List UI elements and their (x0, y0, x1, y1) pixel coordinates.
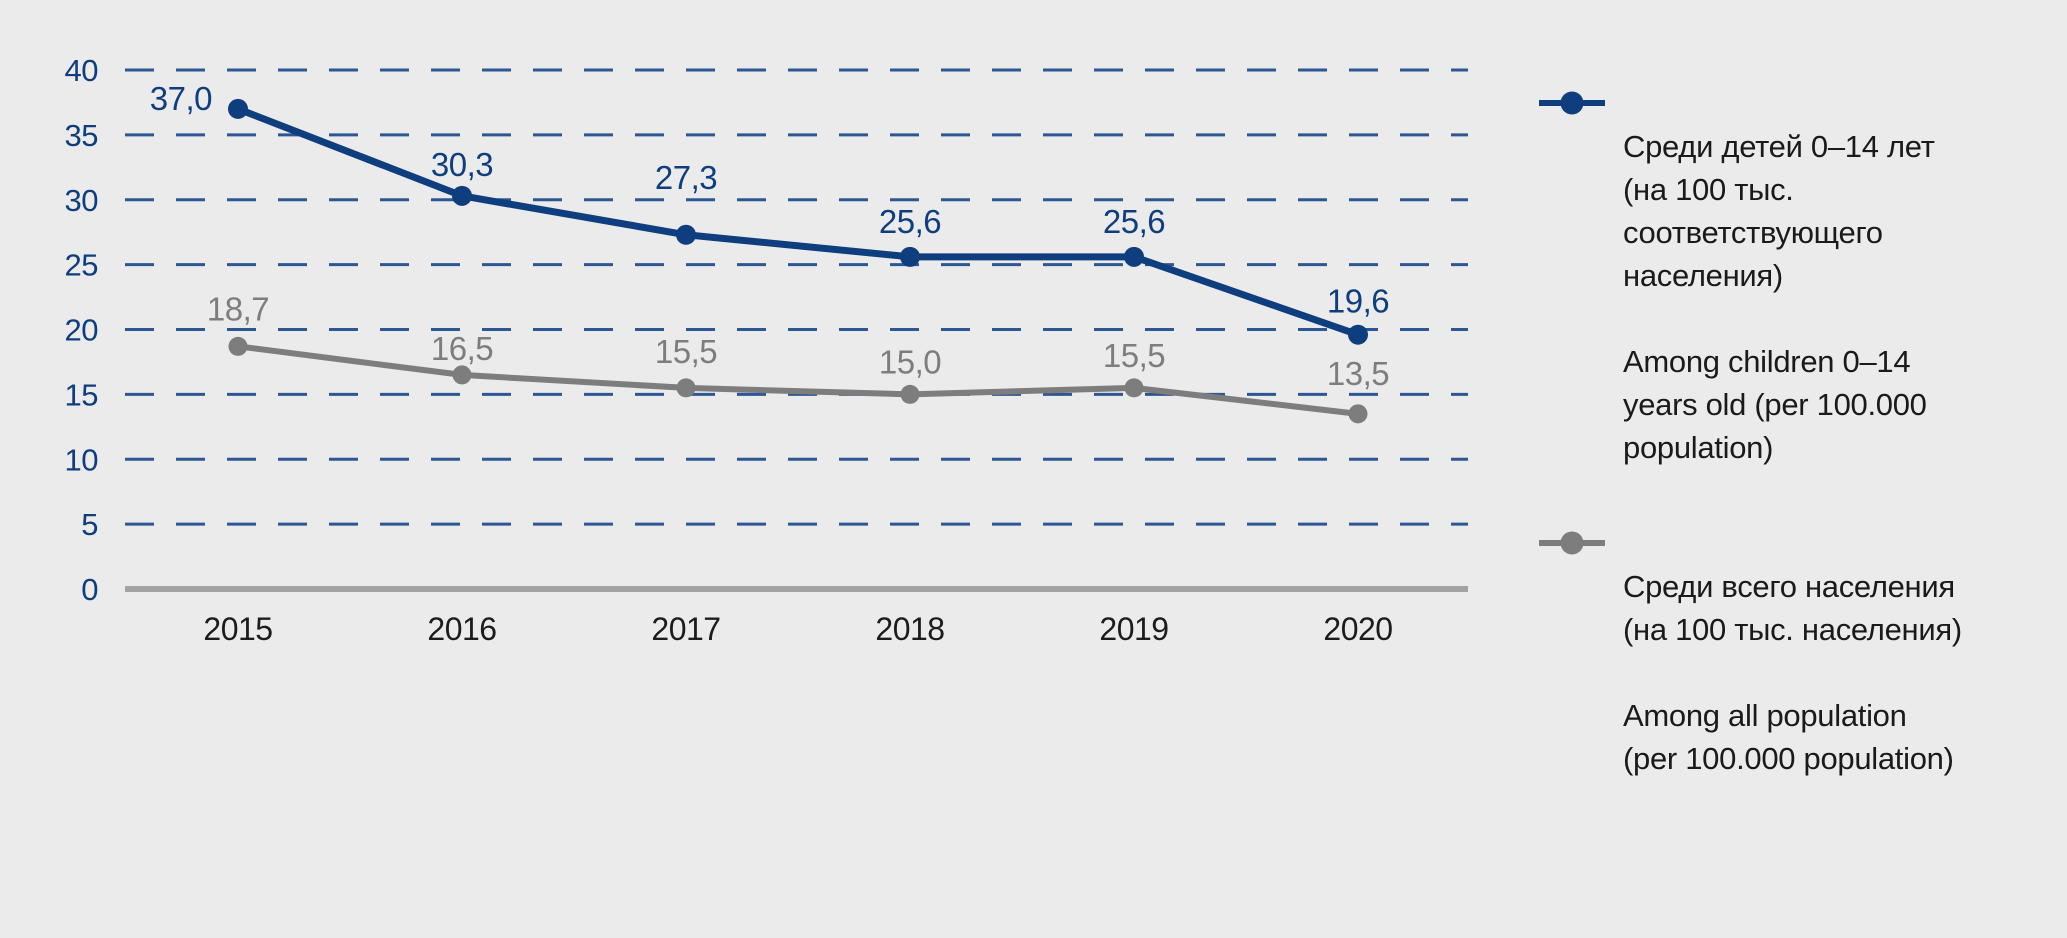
data-point-children-0-14 (228, 98, 248, 119)
legend-marker-children-icon (1539, 91, 1605, 115)
legend-item-all-population: Среди всего населения (на 100 тыс. насел… (1537, 522, 2057, 823)
data-point-all-population (228, 336, 248, 356)
series-line-children-0-14 (234, 105, 1362, 339)
legend-label-all-population: Среди всего населения (на 100 тыс. насел… (1623, 522, 1962, 823)
data-label-children-0-14: 19,6 (1327, 283, 1389, 320)
x-tick-label: 2015 (203, 611, 272, 647)
y-tick-label: 10 (65, 442, 99, 477)
legend: Среди детей 0–14 лет (на 100 тыс. соотве… (1537, 82, 2057, 823)
y-tick-label: 15 (65, 377, 98, 412)
data-point-all-population (900, 384, 920, 404)
y-tick-label: 5 (81, 507, 98, 542)
data-label-all-population: 15,5 (1103, 337, 1165, 374)
y-tick-label: 30 (65, 183, 99, 218)
y-tick-label: 35 (65, 118, 98, 153)
data-label-all-population: 18,7 (207, 290, 269, 327)
data-point-all-population (452, 365, 472, 385)
data-label-all-population: 15,0 (879, 343, 941, 380)
data-point-children-0-14 (1124, 246, 1144, 267)
series-line-all-population (235, 343, 1361, 417)
x-tick-label: 2018 (875, 611, 944, 647)
data-label-all-population: 16,5 (431, 330, 493, 367)
data-point-children-0-14 (900, 246, 920, 267)
data-point-all-population (1348, 404, 1368, 424)
data-point-children-0-14 (676, 224, 696, 245)
x-tick-label: 2016 (427, 611, 496, 647)
x-tick-label: 2020 (1323, 611, 1392, 647)
data-label-all-population: 13,5 (1327, 355, 1389, 392)
x-tick-label: 2017 (651, 611, 720, 647)
data-label-all-population: 15,5 (655, 333, 717, 370)
data-label-children-0-14: 25,6 (1103, 203, 1165, 240)
y-tick-label: 40 (65, 53, 99, 88)
y-tick-label: 0 (81, 572, 98, 607)
data-point-all-population (676, 378, 696, 398)
data-label-children-0-14: 37,0 (150, 80, 212, 117)
legend-label-children-ru: Среди детей 0–14 лет (на 100 тыс. соотве… (1623, 129, 1935, 293)
data-point-children-0-14 (452, 185, 472, 206)
data-label-children-0-14: 25,6 (879, 203, 941, 240)
legend-label-children-en: Among children 0–14 years old (per 100.0… (1623, 344, 1927, 465)
data-label-children-0-14: 27,3 (655, 159, 717, 196)
legend-label-children: Среди детей 0–14 лет (на 100 тыс. соотве… (1623, 82, 1935, 512)
plot-area: 0 5 10 15 20 25 30 35 40 2015 2016 2017 2018 2019 2020… (65, 53, 1468, 647)
data-point-children-0-14 (1348, 324, 1368, 345)
legend-item-children: Среди детей 0–14 лет (на 100 тыс. соотве… (1537, 82, 2057, 512)
legend-marker-all-population-icon (1539, 531, 1605, 555)
data-point-all-population (1124, 378, 1144, 398)
legend-label-all-population-en: Among all population (per 100.000 popula… (1623, 698, 1954, 776)
y-tick-label: 20 (65, 313, 99, 348)
data-label-children-0-14: 30,3 (431, 146, 493, 183)
legend-label-all-population-ru: Среди всего населения (на 100 тыс. насел… (1623, 569, 1962, 647)
y-tick-label: 25 (65, 248, 98, 283)
x-tick-label: 2019 (1099, 611, 1168, 647)
